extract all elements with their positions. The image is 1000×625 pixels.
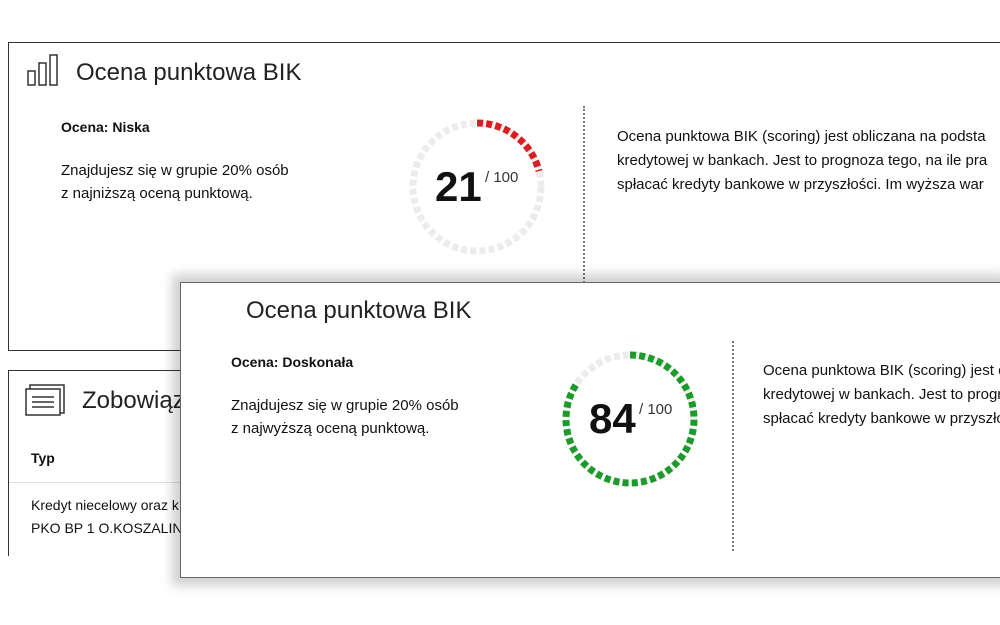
gauge [562,351,698,487]
text-line: Ocena punktowa BIK (scoring) jest oblicz… [617,128,986,145]
column-header: Typ [31,450,55,466]
divider [732,341,734,551]
text-line: spłacać kredyty bankowe w przyszło [763,410,1000,427]
obligations-card: Zobowiąz Typ Kredyt niecelowy oraz k PKO … [8,370,208,556]
text-line: spłacać kredyty bankowe w przyszłości. I… [617,176,984,193]
explanation: Ocena punktowa BIK (scoring) jest o kredy… [763,359,1000,431]
gauge-track [562,351,698,487]
text-line: z najwyższą oceną punktową. [231,420,430,437]
document-icon [25,384,65,416]
description: Znajdujesz się w grupie 20% osób z najniż… [61,159,289,205]
text-line: Kredyt niecelowy oraz k [31,497,179,513]
gauge-arc [562,351,698,487]
explanation: Ocena punktowa BIK (scoring) jest oblicz… [617,125,987,197]
text-line: Ocena punktowa BIK (scoring) jest o [763,362,1000,379]
text-line: Znajdujesz się w grupie 20% osób [231,397,459,414]
text-line: Znajdujesz się w grupie 20% osób [61,162,289,179]
gauge-arc [476,119,543,173]
score: 21 [435,163,482,210]
gauge-track [409,119,545,255]
gauge [409,119,545,255]
rating: Ocena: Doskonała [231,354,354,370]
description: Znajdujesz się w grupie 20% osób z najwyż… [231,394,459,440]
chart-icon [27,54,58,86]
divider [583,106,585,286]
score-card: Ocena punktowa BIK Ocena: Doskonała Znaj… [180,282,1000,578]
score: 84 [589,395,636,442]
row-divider [9,482,207,483]
score-max: / 100 [639,401,673,418]
score-max: / 100 [485,169,519,186]
table-cell: Kredyt niecelowy oraz k PKO BP 1 O.KOSZAL… [31,494,182,540]
text-line: z najniższą oceną punktową. [61,185,253,202]
card-title: Ocena punktowa BIK [246,297,472,324]
rating: Ocena: Niska [61,119,150,135]
text-line: kredytowej w bankach. Jest to progr [763,386,1000,403]
card-title: Zobowiąz [82,387,185,414]
text-line: PKO BP 1 O.KOSZALIN [31,520,183,536]
card-title: Ocena punktowa BIK [76,59,302,86]
text-line: kredytowej w bankach. Jest to prognoza t… [617,152,988,169]
